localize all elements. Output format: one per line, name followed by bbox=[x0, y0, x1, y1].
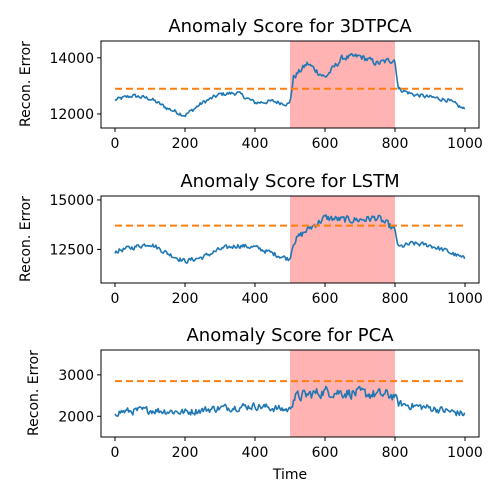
x-tick-label: 800 bbox=[382, 136, 409, 152]
series-group bbox=[114, 214, 466, 264]
y-axis-label: Recon. Error bbox=[18, 196, 34, 282]
y-tick-label: 3000 bbox=[58, 368, 94, 384]
x-tick-label: 200 bbox=[172, 445, 199, 461]
series-line bbox=[114, 385, 466, 417]
x-tick-label: 0 bbox=[111, 291, 120, 307]
plot-frame bbox=[100, 349, 480, 438]
chart-title: Anomaly Score for 3DTPCA bbox=[168, 16, 412, 37]
x-ticks: 0 200 400 600 800 1000 bbox=[111, 128, 483, 152]
plot-frame bbox=[100, 40, 480, 129]
series-group bbox=[114, 385, 466, 417]
panel-3dtpca: 0 200 400 600 800 1000 12000 14000 Anomaly Sco… bbox=[18, 16, 483, 152]
y-tick-label: 12000 bbox=[49, 107, 94, 123]
y-axis-label: Recon. Error bbox=[26, 350, 42, 436]
x-tick-label: 1000 bbox=[447, 136, 483, 152]
plot-frame bbox=[100, 195, 480, 284]
x-tick-label: 400 bbox=[242, 291, 269, 307]
anomaly-region bbox=[290, 196, 395, 283]
x-tick-label: 400 bbox=[242, 445, 269, 461]
x-tick-label: 200 bbox=[172, 136, 199, 152]
panel-pca: 0 200 400 600 800 1000 2000 3000 Anomaly Score… bbox=[26, 325, 483, 483]
x-tick-label: 600 bbox=[312, 445, 339, 461]
x-ticks: 0 200 400 600 800 1000 bbox=[111, 283, 483, 307]
x-tick-label: 800 bbox=[382, 445, 409, 461]
chart-title: Anomaly Score for LSTM bbox=[180, 171, 399, 192]
anomaly-region bbox=[290, 41, 395, 128]
y-tick-label: 2000 bbox=[58, 409, 94, 425]
x-tick-label: 1000 bbox=[447, 291, 483, 307]
x-tick-label: 0 bbox=[111, 445, 120, 461]
y-tick-label: 15000 bbox=[49, 193, 94, 209]
panel-lstm: 0 200 400 600 800 1000 12500 15000 Anomaly Sco… bbox=[18, 171, 483, 307]
x-tick-label: 0 bbox=[111, 136, 120, 152]
series-line bbox=[114, 214, 466, 264]
x-tick-label: 1000 bbox=[447, 445, 483, 461]
x-tick-label: 200 bbox=[172, 291, 199, 307]
x-tick-label: 600 bbox=[312, 136, 339, 152]
y-tick-label: 12500 bbox=[49, 242, 94, 258]
series-line bbox=[114, 52, 466, 118]
y-tick-label: 14000 bbox=[49, 51, 94, 67]
x-tick-label: 600 bbox=[312, 291, 339, 307]
y-axis-label: Recon. Error bbox=[18, 41, 34, 127]
x-ticks: 0 200 400 600 800 1000 bbox=[111, 437, 483, 461]
series-group bbox=[114, 52, 466, 118]
x-axis-label: Time bbox=[272, 467, 307, 483]
x-tick-label: 800 bbox=[382, 291, 409, 307]
y-ticks: 12500 15000 bbox=[49, 193, 101, 258]
y-ticks: 2000 3000 bbox=[58, 368, 101, 425]
chart-title: Anomaly Score for PCA bbox=[186, 325, 394, 346]
y-ticks: 12000 14000 bbox=[49, 51, 101, 123]
x-tick-label: 400 bbox=[242, 136, 269, 152]
